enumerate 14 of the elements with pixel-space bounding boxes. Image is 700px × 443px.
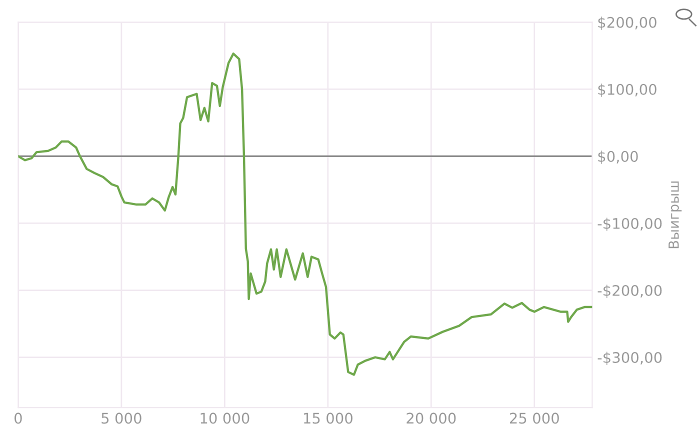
x-tick-label: 20 000 [406, 412, 456, 424]
x-tick-label: 10 000 [200, 412, 250, 424]
y-tick-label: -$200,00 [598, 284, 662, 298]
y-tick-label: -$300,00 [598, 352, 662, 365]
y-axis-title: Выигрыш [668, 181, 682, 248]
y-tick-label: -$100,00 [598, 218, 662, 231]
x-tick-label: 25 000 [510, 412, 559, 424]
x-tick-label: 5 000 [102, 412, 142, 424]
y-tick-label: $100,00 [598, 84, 656, 97]
y-tick-label: $0,00 [598, 150, 638, 164]
y-tick-label: $200,00 [598, 16, 656, 30]
line-series [18, 52, 592, 376]
x-tick-label: 0 [14, 412, 22, 424]
x-tick-label: 15 000 [304, 412, 352, 424]
